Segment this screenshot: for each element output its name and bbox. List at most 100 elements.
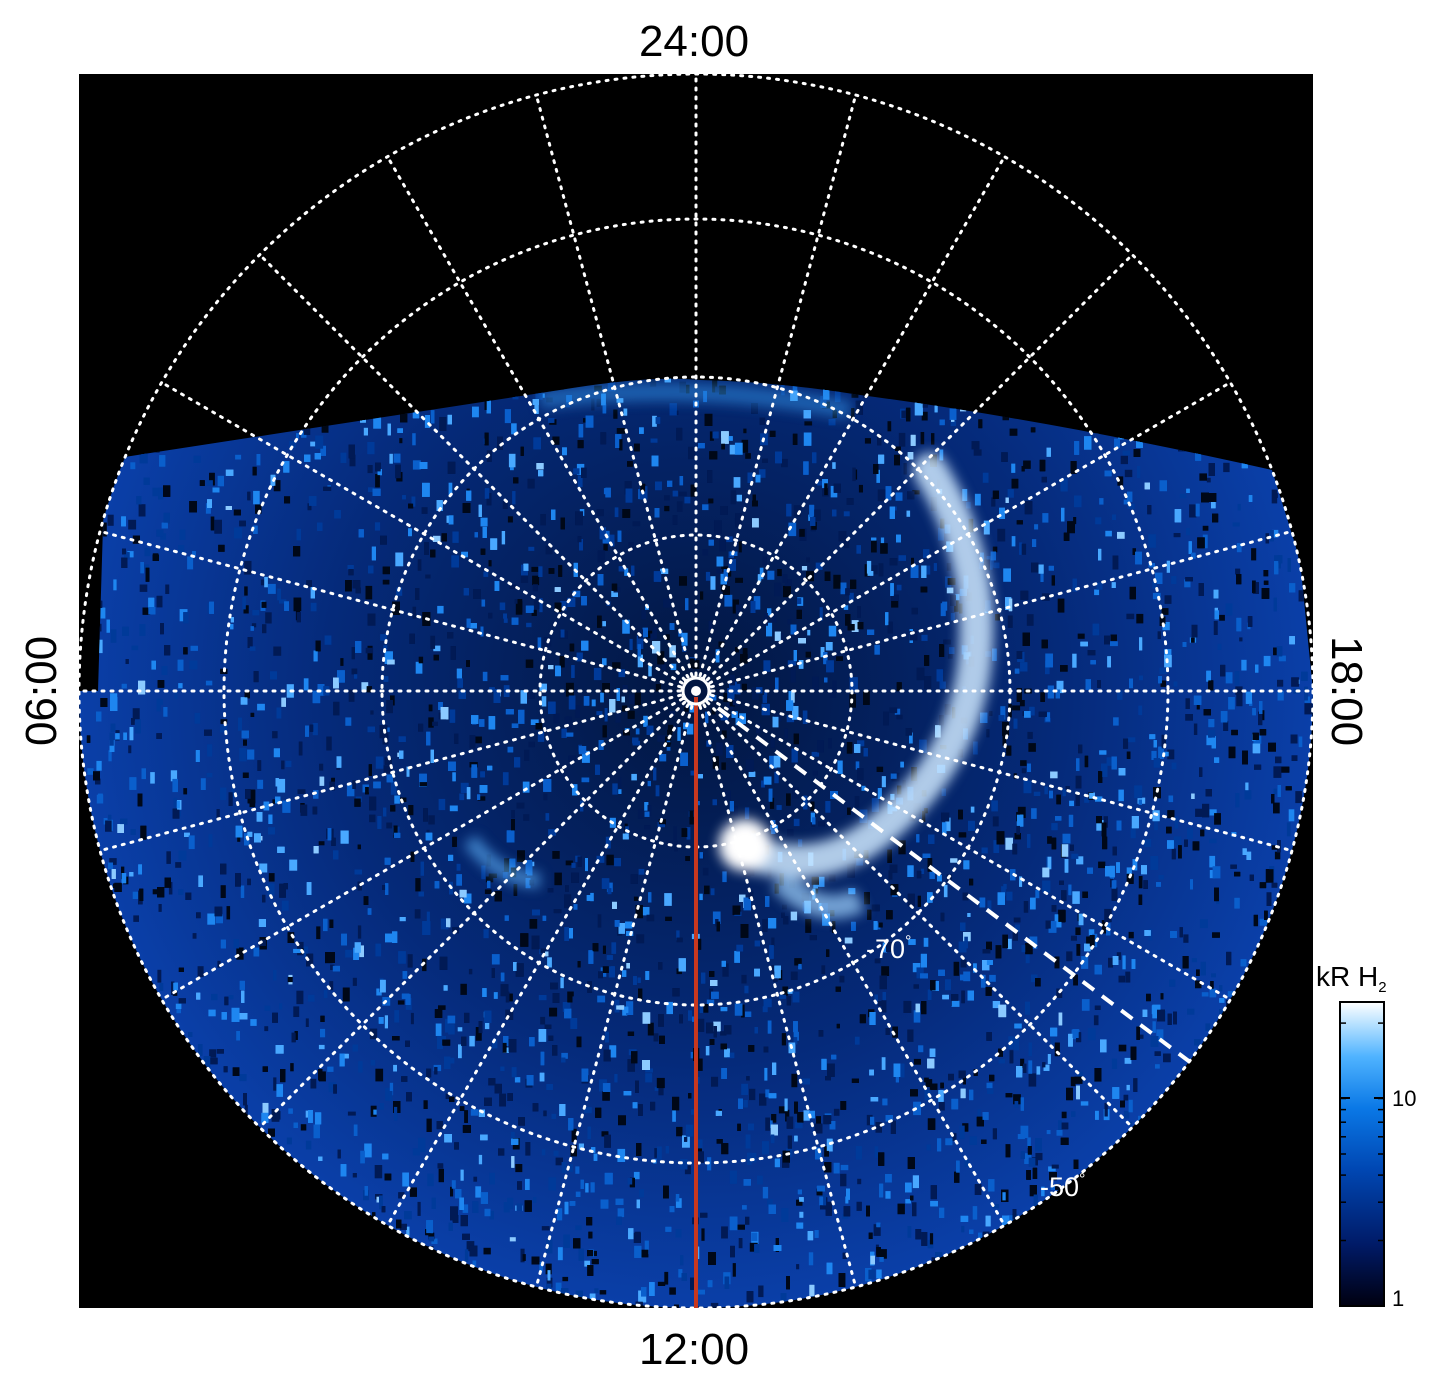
emission-pixel	[1034, 524, 1039, 530]
emission-pixel	[602, 658, 607, 666]
emission-pixel	[520, 573, 529, 583]
emission-pixel	[1056, 680, 1064, 694]
emission-pixel	[297, 941, 304, 956]
emission-pixel	[790, 911, 798, 921]
emission-pixel	[821, 965, 826, 975]
emission-pixel	[732, 1263, 736, 1277]
emission-pixel	[729, 444, 737, 455]
emission-pixel	[808, 1252, 814, 1266]
emission-pixel	[1152, 592, 1161, 600]
emission-pixel	[415, 661, 423, 674]
emission-pixel	[869, 1012, 876, 1025]
emission-pixel	[257, 779, 264, 789]
emission-pixel	[1070, 1076, 1076, 1087]
emission-pixel	[369, 814, 376, 823]
emission-pixel	[428, 815, 435, 825]
emission-pixel	[771, 965, 776, 974]
emission-pixel	[611, 590, 618, 597]
emission-pixel	[677, 727, 681, 741]
emission-pixel	[1155, 1064, 1160, 1069]
emission-pixel	[253, 947, 260, 957]
emission-pixel	[514, 1077, 521, 1083]
emission-pixel	[1007, 938, 1012, 950]
emission-pixel	[138, 504, 146, 517]
emission-pixel	[874, 1146, 879, 1158]
emission-pixel	[260, 579, 267, 586]
emission-pixel	[938, 1102, 945, 1111]
emission-pixel	[882, 942, 888, 953]
emission-pixel	[666, 1001, 673, 1015]
emission-pixel	[131, 645, 139, 651]
emission-pixel	[1136, 613, 1144, 624]
emission-pixel	[670, 663, 677, 671]
emission-pixel	[175, 1003, 182, 1009]
emission-pixel	[226, 906, 231, 920]
emission-pixel	[499, 602, 506, 611]
emission-pixel	[1179, 493, 1187, 499]
emission-pixel	[545, 813, 550, 821]
emission-pixel	[864, 438, 871, 444]
emission-pixel	[767, 1020, 772, 1034]
emission-pixel	[786, 715, 795, 723]
emission-pixel	[657, 735, 665, 742]
emission-pixel	[1263, 655, 1271, 667]
emission-pixel	[921, 634, 928, 641]
emission-pixel	[889, 707, 898, 714]
emission-pixel	[205, 680, 213, 686]
emission-pixel	[87, 768, 94, 775]
emission-pixel	[1167, 749, 1175, 760]
emission-pixel	[399, 438, 403, 444]
emission-pixel	[211, 993, 218, 1001]
emission-pixel	[264, 1026, 269, 1032]
emission-pixel	[964, 1159, 970, 1168]
emission-pixel	[1202, 803, 1210, 818]
emission-pixel	[197, 966, 204, 978]
emission-pixel	[733, 477, 741, 488]
emission-pixel	[359, 945, 364, 958]
emission-pixel	[617, 1148, 626, 1162]
emission-pixel	[686, 827, 691, 840]
emission-pixel	[448, 482, 453, 496]
emission-pixel	[509, 1237, 516, 1242]
emission-pixel	[393, 825, 398, 838]
emission-pixel	[1041, 593, 1050, 601]
emission-pixel	[1274, 555, 1280, 565]
emission-pixel	[209, 1049, 217, 1058]
emission-pixel	[851, 392, 859, 398]
emission-pixel	[1239, 637, 1243, 642]
emission-pixel	[967, 913, 971, 917]
emission-pixel	[412, 606, 417, 619]
emission-pixel	[462, 1204, 469, 1213]
emission-pixel	[367, 465, 373, 474]
emission-pixel	[409, 1187, 417, 1197]
emission-pixel	[986, 941, 992, 951]
emission-pixel	[1159, 667, 1167, 674]
emission-pixel	[235, 454, 242, 460]
emission-pixel	[170, 770, 178, 782]
emission-pixel	[673, 826, 677, 840]
emission-pixel	[1024, 1153, 1032, 1164]
emission-pixel	[1138, 876, 1143, 889]
emission-pixel	[498, 1148, 505, 1156]
emission-pixel	[1011, 536, 1016, 547]
emission-pixel	[710, 1302, 719, 1308]
emission-pixel	[596, 711, 603, 716]
emission-pixel	[1273, 766, 1282, 778]
emission-pixel	[798, 839, 803, 847]
emission-pixel	[318, 841, 325, 846]
emission-pixel	[602, 621, 606, 627]
emission-pixel	[242, 772, 249, 778]
emission-pixel	[681, 828, 688, 837]
emission-pixel	[150, 772, 155, 784]
emission-pixel	[1275, 563, 1281, 569]
emission-pixel	[415, 878, 421, 892]
emission-pixel	[638, 868, 645, 875]
emission-pixel	[734, 442, 743, 455]
emission-pixel	[799, 1211, 804, 1218]
emission-pixel	[624, 568, 629, 576]
emission-pixel	[866, 560, 872, 574]
emission-pixel	[540, 1016, 546, 1025]
emission-pixel	[1118, 1044, 1127, 1052]
emission-pixel	[961, 1225, 965, 1233]
